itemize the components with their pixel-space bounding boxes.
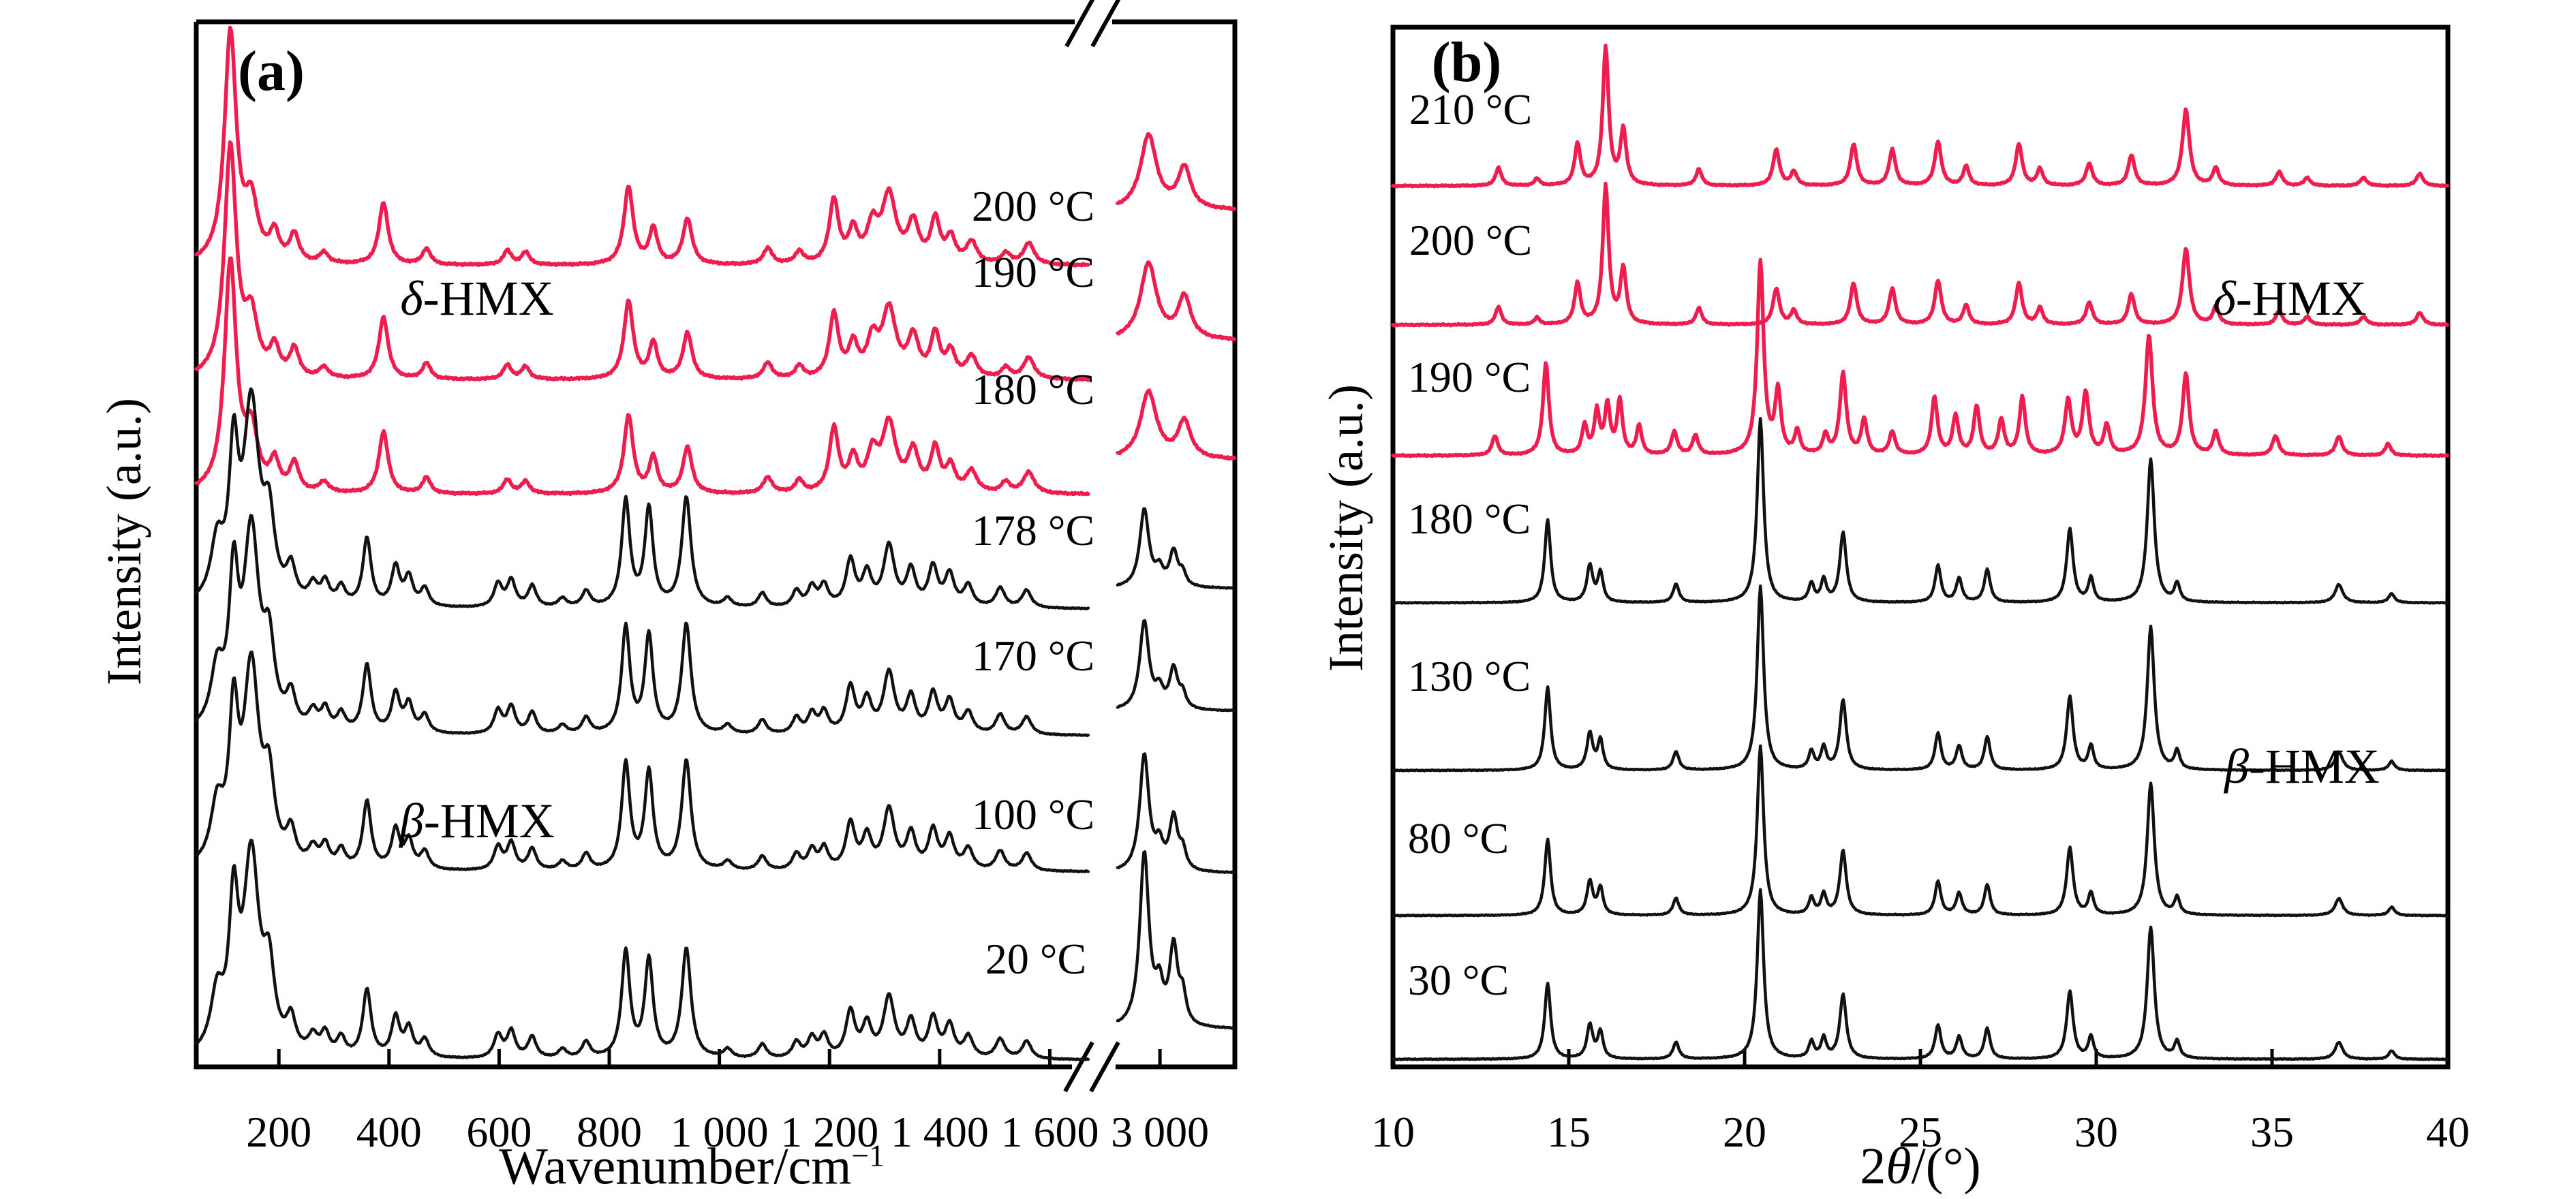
x-tick-label: 1 200 (780, 1108, 879, 1156)
trace-label: 170 °C (971, 632, 1095, 680)
greek-delta: δ (2213, 271, 2236, 326)
x-tick-label: 600 (466, 1108, 532, 1156)
trace-a-190°C (194, 140, 1236, 382)
phase-label-beta-a: β-HMX (399, 796, 555, 845)
axis-break-mark (1064, 0, 1095, 48)
trace-b-180°C (1391, 416, 2449, 605)
trace-label: 80 °C (1407, 814, 1509, 862)
trace-label: 178 °C (971, 506, 1095, 555)
trace-b-190°C (1391, 258, 2449, 458)
panel-a-letter: (a) (238, 40, 305, 103)
phase-label-delta-a-rest: -HMX (423, 271, 554, 326)
panel-b-ylabel: Intensity (a.u.) (1319, 384, 1373, 672)
trace-a-178°C (194, 387, 1236, 610)
panel-b-xlabel-post: /(°) (1911, 1138, 1981, 1195)
greek-beta: β (2224, 739, 2249, 794)
trace-label: 190 °C (971, 248, 1095, 296)
x-tick-label: 25 (1899, 1108, 1942, 1156)
trace-b-80°C (1391, 744, 2449, 918)
trace-label: 210 °C (1409, 85, 1533, 134)
x-tick-label: 40 (2426, 1108, 2470, 1156)
trace-a-20°C (194, 839, 1236, 1061)
x-tick-label: 10 (1371, 1108, 1415, 1156)
panel-a-xlabel: Wavenumber/cm−1 (499, 1138, 885, 1193)
x-tick-label: 3 000 (1111, 1108, 1210, 1156)
x-tick-label: 800 (577, 1108, 643, 1156)
trace-a-100°C (194, 651, 1236, 875)
phase-label-beta-b: β-HMX (2224, 742, 2380, 791)
phase-label-delta-a: δ-HMX (400, 274, 553, 323)
trace-a-180°C (194, 256, 1236, 497)
trace-label: 100 °C (971, 790, 1095, 839)
trace-label: 200 °C (971, 182, 1095, 230)
trace-a-200°C (194, 25, 1236, 268)
x-tick-label: 1 000 (670, 1108, 769, 1156)
phase-label-delta-b-rest: -HMX (2235, 271, 2367, 326)
phase-label-beta-b-rest: -HMX (2248, 739, 2380, 794)
trace-label: 200 °C (1409, 216, 1533, 264)
axis-break-mark (1090, 0, 1121, 48)
trace-label: 30 °C (1407, 956, 1509, 1004)
x-tick-label: 1 400 (890, 1108, 989, 1156)
trace-a-170°C (194, 514, 1236, 738)
trace-label: 180 °C (1407, 495, 1531, 543)
panel-a-xlabel-sup: −1 (851, 1138, 885, 1173)
trace-label: 180 °C (971, 365, 1095, 414)
x-tick-label: 30 (2074, 1108, 2118, 1156)
trace-b-130°C (1391, 585, 2449, 773)
greek-beta: β (399, 794, 424, 848)
x-tick-label: 400 (356, 1108, 422, 1156)
trace-label: 190 °C (1407, 353, 1531, 401)
axis-break-mark (1063, 1041, 1094, 1093)
trace-b-200°C (1391, 181, 2449, 328)
x-tick-label: 200 (246, 1108, 312, 1156)
x-tick-label: 20 (1723, 1108, 1766, 1156)
trace-label: 130 °C (1407, 652, 1531, 700)
panel-b-xlabel: 2θ/(°) (1860, 1140, 1980, 1192)
trace-b-210°C (1391, 44, 2449, 189)
panel-a-xlabel-main: Wavenumber/cm (499, 1138, 852, 1196)
x-tick-label: 1 600 (1000, 1108, 1099, 1156)
phase-label-delta-b: δ-HMX (2213, 274, 2366, 323)
greek-theta: θ (1886, 1138, 1912, 1195)
trace-label: 20 °C (985, 935, 1087, 983)
panel-b-xlabel-pre: 2 (1860, 1138, 1886, 1195)
panel-b-letter: (b) (1431, 31, 1502, 94)
greek-delta: δ (400, 271, 423, 326)
axis-break-mark (1089, 1041, 1120, 1093)
trace-b-30°C (1391, 888, 2449, 1061)
phase-label-beta-a-rest: -HMX (423, 794, 555, 848)
x-tick-label: 35 (2250, 1108, 2294, 1156)
x-tick-label: 15 (1547, 1108, 1591, 1156)
panel-a-ylabel: Intensity (a.u.) (97, 398, 151, 685)
